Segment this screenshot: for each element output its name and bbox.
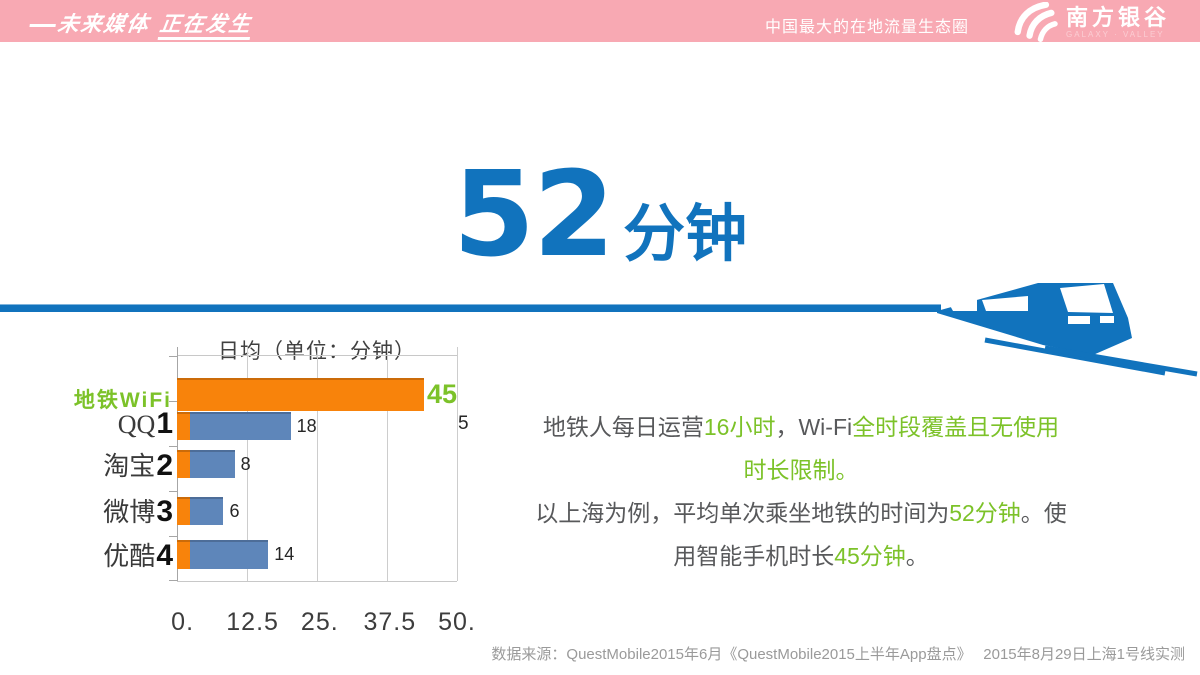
- x-tick-0: 0.: [171, 608, 195, 636]
- slogan-dash-decoration: [29, 23, 56, 27]
- bar-row-taobao: 8: [177, 450, 457, 478]
- value-label-taobao: 8: [240, 453, 251, 474]
- highlight-text: 45分钟: [834, 543, 906, 569]
- header-tagline: 中国最大的在地流量生态圈: [765, 19, 970, 36]
- plain-text: ，Wi-Fi: [775, 414, 853, 440]
- bar-stub-weibo: [177, 497, 190, 525]
- description-line-3: 以上海为例，平均单次乘坐地铁的时间为52分钟。使: [518, 492, 1084, 535]
- category-label-taobao: 淘宝2: [103, 449, 173, 482]
- bar-row-youku: 14: [177, 540, 457, 569]
- category-label-weibo: 微博3: [103, 495, 173, 528]
- bar-qq: [189, 412, 291, 440]
- highlight-text: 时长限制。: [743, 457, 859, 483]
- plain-text: 。使: [1020, 500, 1067, 526]
- gridline-25: [317, 347, 318, 581]
- value-label-youku: 14: [274, 544, 295, 564]
- stray-value-label: 5: [458, 413, 469, 434]
- header-bar: 未来媒体 正在发生 中国最大的在地流量生态圈 南方银谷 GALAXY · VALL…: [0, 0, 1200, 42]
- category-axis-tick: [169, 580, 177, 581]
- value-label-subway-wifi: 45: [426, 379, 457, 409]
- description-line-4: 用智能手机时长45分钟。: [518, 535, 1084, 578]
- gridline-37-5: [387, 347, 388, 581]
- highlight-text: 52分钟: [949, 500, 1021, 526]
- plain-text: 地铁人每日运营: [542, 414, 704, 440]
- value-label-qq: 18: [296, 415, 317, 436]
- bar-stub-qq: [177, 412, 190, 440]
- slogan-part2: 正在发生: [157, 13, 254, 40]
- bar-row-weibo: 6: [177, 497, 457, 525]
- category-label-youku: 优酷4: [103, 539, 173, 572]
- x-tick-25: 25.: [300, 608, 339, 636]
- plot-area: 45 18 8 6 14 5: [169, 347, 475, 636]
- daily-usage-chart: 日均（单位：分钟） 地铁WiFi QQ1 淘宝2 微博3 优酷4: [65, 335, 477, 636]
- bar-subway-wifi: [177, 378, 424, 411]
- x-axis-labels: 0. 12.5 25. 37.5 50.: [171, 608, 475, 638]
- bar-stub-youku: [177, 540, 190, 569]
- brand-logo: 南方银谷 GALAXY · VALLEY: [1012, 2, 1170, 42]
- x-tick-37-5: 37.5: [363, 608, 417, 636]
- chart-title: 日均（单位：分钟）: [218, 340, 416, 363]
- swoosh-globe-icon: [1014, 2, 1058, 42]
- category-axis-tick: [169, 536, 177, 537]
- plain-text: 。: [905, 543, 929, 569]
- hero-unit: 分钟: [623, 201, 748, 269]
- highlight-text: 16小时: [703, 414, 776, 440]
- x-tick-50: 50.: [438, 608, 476, 636]
- plain-text: 用智能手机时长: [673, 543, 835, 569]
- divider-line: [0, 304, 941, 312]
- slogan-part1: 未来媒体: [56, 13, 152, 36]
- hero-title: 52 分钟: [0, 145, 1200, 283]
- bar-youku: [189, 540, 269, 569]
- category-axis-tick: [169, 401, 177, 402]
- category-label-subway-wifi: 地铁WiFi: [73, 389, 172, 412]
- train-icon: [937, 283, 1198, 377]
- highlight-text: 全时段覆盖且无使用: [852, 414, 1060, 440]
- gridline-50: [457, 347, 458, 581]
- plain-text: 以上海为例，平均单次乘坐地铁的时间为: [535, 500, 950, 526]
- category-label-qq: QQ1: [117, 407, 173, 440]
- gridline-12-5: [247, 347, 248, 581]
- brand-name: 南方银谷: [1066, 4, 1171, 30]
- bar-row-subway-wifi: 45: [177, 378, 457, 411]
- bar-stub-taobao: [177, 450, 190, 478]
- data-source-note: 数据来源：QuestMobile2015年6月《QuestMobile2015上…: [491, 646, 1185, 663]
- description-line-1: 地铁人每日运营16小时，Wi-Fi全时段覆盖且无使用: [518, 406, 1084, 449]
- bar-taobao: [189, 450, 235, 478]
- value-label-weibo: 6: [229, 500, 240, 521]
- hero-number: 52: [452, 145, 615, 283]
- description-line-2: 时长限制。: [518, 449, 1084, 492]
- category-axis-tick: [169, 356, 177, 357]
- x-tick-12-5: 12.5: [226, 608, 279, 636]
- description-text: 地铁人每日运营16小时，Wi-Fi全时段覆盖且无使用 时长限制。 以上海为例，平…: [518, 406, 1084, 578]
- category-axis-tick: [169, 446, 177, 447]
- left-slogan: 未来媒体 正在发生: [28, 8, 254, 40]
- category-axis-tick: [169, 491, 177, 492]
- brand-subtitle: GALAXY · VALLEY: [1066, 29, 1165, 39]
- bar-row-qq: 18: [177, 412, 457, 440]
- brand-text: 南方银谷 GALAXY · VALLEY: [1066, 4, 1171, 39]
- bar-weibo: [189, 497, 224, 525]
